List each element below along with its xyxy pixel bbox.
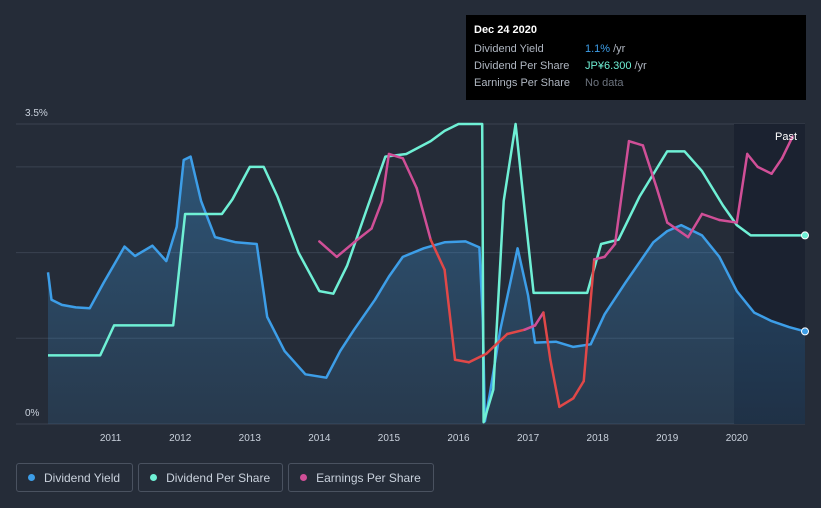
chart-legend: Dividend Yield Dividend Per Share Earnin… xyxy=(16,463,434,492)
dividend-per-share-end-dot xyxy=(801,231,809,240)
x-tick-label: 2017 xyxy=(517,433,540,444)
eps-line-segment xyxy=(770,157,784,175)
chart-series xyxy=(46,122,806,424)
legend-label: Earnings Per Share xyxy=(316,470,421,485)
eps-line-segment xyxy=(542,311,552,361)
tooltip-unit: /yr xyxy=(634,60,647,72)
series-end-markers xyxy=(801,231,809,336)
eps-line-segment xyxy=(429,238,446,271)
legend-item-dividend-yield[interactable]: Dividend Yield xyxy=(16,463,134,492)
legend-item-dividend-per-share[interactable]: Dividend Per Share xyxy=(138,463,284,492)
x-tick-label: 2016 xyxy=(447,433,470,444)
x-tick-label: 2019 xyxy=(656,433,679,444)
eps-line-segment xyxy=(415,187,432,241)
legend-label: Dividend Yield xyxy=(44,470,121,485)
eps-line-segment xyxy=(549,358,561,409)
tooltip-date: Dec 24 2020 xyxy=(474,24,537,36)
dividend-yield-end-dot xyxy=(801,327,809,336)
legend-dot-icon xyxy=(300,474,308,481)
x-tick-label: 2020 xyxy=(726,433,749,444)
eps-line-segment xyxy=(655,187,669,224)
eps-line-segment xyxy=(352,227,373,244)
tooltip-unit: /yr xyxy=(613,43,626,55)
legend-label: Dividend Per Share xyxy=(166,470,271,485)
dividend-per-share-line xyxy=(48,122,805,424)
eps-line-segment xyxy=(780,135,794,160)
tooltip-label: Dividend Per Share xyxy=(474,60,570,72)
eps-line-segment xyxy=(401,157,419,190)
eps-line-segment xyxy=(558,397,575,409)
eps-line-segment xyxy=(665,221,690,239)
eps-line-segment xyxy=(627,139,645,147)
eps-line-segment xyxy=(572,379,585,400)
eps-line-segment xyxy=(380,152,391,203)
eps-line-segment xyxy=(485,332,509,355)
eps-line-segment xyxy=(700,212,721,222)
dividend-yield-line xyxy=(46,155,806,423)
eps-line-segment xyxy=(686,212,704,239)
eps-line-segment xyxy=(641,144,659,190)
eps-line-segment xyxy=(746,152,759,169)
eps-line-segment xyxy=(387,152,405,160)
eps-line-segment xyxy=(718,218,739,224)
eps-line-segment xyxy=(443,268,457,361)
eps-line-segment xyxy=(613,139,631,246)
tooltip-row-dividend-yield: Dividend Yield 1.1% /yr xyxy=(474,41,806,58)
tooltip-label: Dividend Yield xyxy=(474,43,544,55)
x-tick-label: 2015 xyxy=(378,433,401,444)
legend-dot-icon xyxy=(28,474,35,481)
x-tick-label: 2012 xyxy=(169,433,192,444)
tooltip-value: 1.1% xyxy=(585,43,611,55)
tooltip-row-earnings-per-share: Earnings Per Share No data xyxy=(474,75,806,92)
x-tick-label: 2013 xyxy=(239,433,262,444)
x-tick-label: 2014 xyxy=(308,433,331,444)
eps-line-segment xyxy=(735,152,749,224)
tooltip-value: No data xyxy=(585,77,624,89)
legend-dot-icon xyxy=(150,474,158,481)
eps-line-segment xyxy=(582,258,596,383)
x-tick-label: 2011 xyxy=(100,433,122,444)
x-axis-ticks: 2011 2012 2013 2014 2015 2016 2017 2018 2019 2020 xyxy=(100,433,749,444)
eps-line-segment xyxy=(453,358,471,364)
past-label: Past xyxy=(775,131,797,143)
tooltip-value: JP¥6.300 xyxy=(585,60,632,72)
eps-line-segment xyxy=(335,241,356,259)
eps-line-segment xyxy=(467,352,488,364)
eps-line-segment xyxy=(318,240,338,259)
tooltip-panel: Dec 24 2020 Dividend Yield 1.1% /yr Divi… xyxy=(466,15,806,100)
eps-line-segment xyxy=(756,165,773,175)
dividend-yield-area xyxy=(48,156,805,424)
eps-line-segment xyxy=(533,311,545,327)
y-axis-top-label: 3.5% xyxy=(25,108,48,119)
eps-line-segment xyxy=(505,328,526,336)
eps-line-segment xyxy=(603,242,617,259)
legend-item-earnings-per-share[interactable]: Earnings Per Share xyxy=(288,463,434,492)
eps-line-segment xyxy=(370,199,384,230)
eps-line-segment xyxy=(523,324,537,331)
x-tick-label: 2018 xyxy=(587,433,610,444)
y-axis-bottom-label: 0% xyxy=(25,408,40,419)
tooltip-label: Earnings Per Share xyxy=(474,77,570,89)
eps-line-segment xyxy=(592,255,606,261)
tooltip-row-dividend-per-share: Dividend Per Share JP¥6.300 /yr xyxy=(474,58,806,75)
